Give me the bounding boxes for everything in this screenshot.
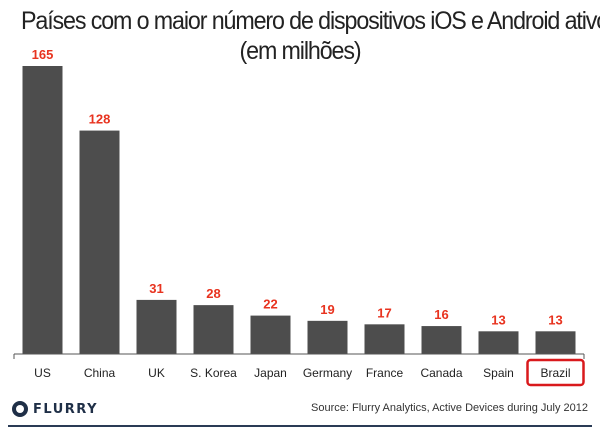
data-label-0: 165 [32,47,54,62]
x-tick-label-5: Germany [303,366,352,380]
data-label-1: 128 [89,112,111,127]
x-tick-label-8: Spain [483,366,514,380]
data-label-7: 16 [434,307,448,322]
data-label-9: 13 [548,312,562,327]
flurry-logo-text: FLURRY [33,401,98,417]
bar-5 [307,320,348,354]
flurry-logo-icon [12,401,28,417]
bar-3 [193,305,234,354]
bar-2 [136,299,177,354]
x-tick-label-6: France [366,366,404,380]
chart-title-block: Países com o maior número de dispositivo… [21,6,600,66]
flurry-logo: FLURRY [12,399,98,419]
x-tick-label-4: Japan [254,366,287,380]
bar-7 [421,326,462,354]
bar-9 [535,331,576,354]
bar-0 [22,66,63,354]
x-tick-label-0: US [34,366,51,380]
data-label-4: 22 [263,297,277,312]
highlight-box [526,358,585,387]
data-label-5: 19 [320,302,334,317]
x-tick-label-9: Brazil [540,366,570,380]
x-tick-label-1: China [84,366,116,380]
data-label-6: 17 [377,305,391,320]
chart-title: Países com o maior número de dispositivo… [21,7,600,35]
x-tick-label-3: S. Korea [190,366,237,380]
bar-chart: 165 US 128 China 31 UK 28 S. Korea 22 Japan 19 Germ… [13,47,585,387]
bar-6 [364,324,405,354]
data-label-3: 28 [206,286,220,301]
bar-1 [79,130,120,354]
data-label-2: 31 [149,281,163,296]
bar-8 [478,331,519,354]
source-note: Source: Flurry Analytics, Active Devices… [311,402,588,414]
data-label-8: 13 [491,312,505,327]
chart-subtitle: (em milhões) [239,37,362,65]
x-tick-label-2: UK [148,366,165,380]
bar-4 [250,315,291,354]
footer-divider [8,425,592,427]
x-tick-label-7: Canada [420,366,462,380]
